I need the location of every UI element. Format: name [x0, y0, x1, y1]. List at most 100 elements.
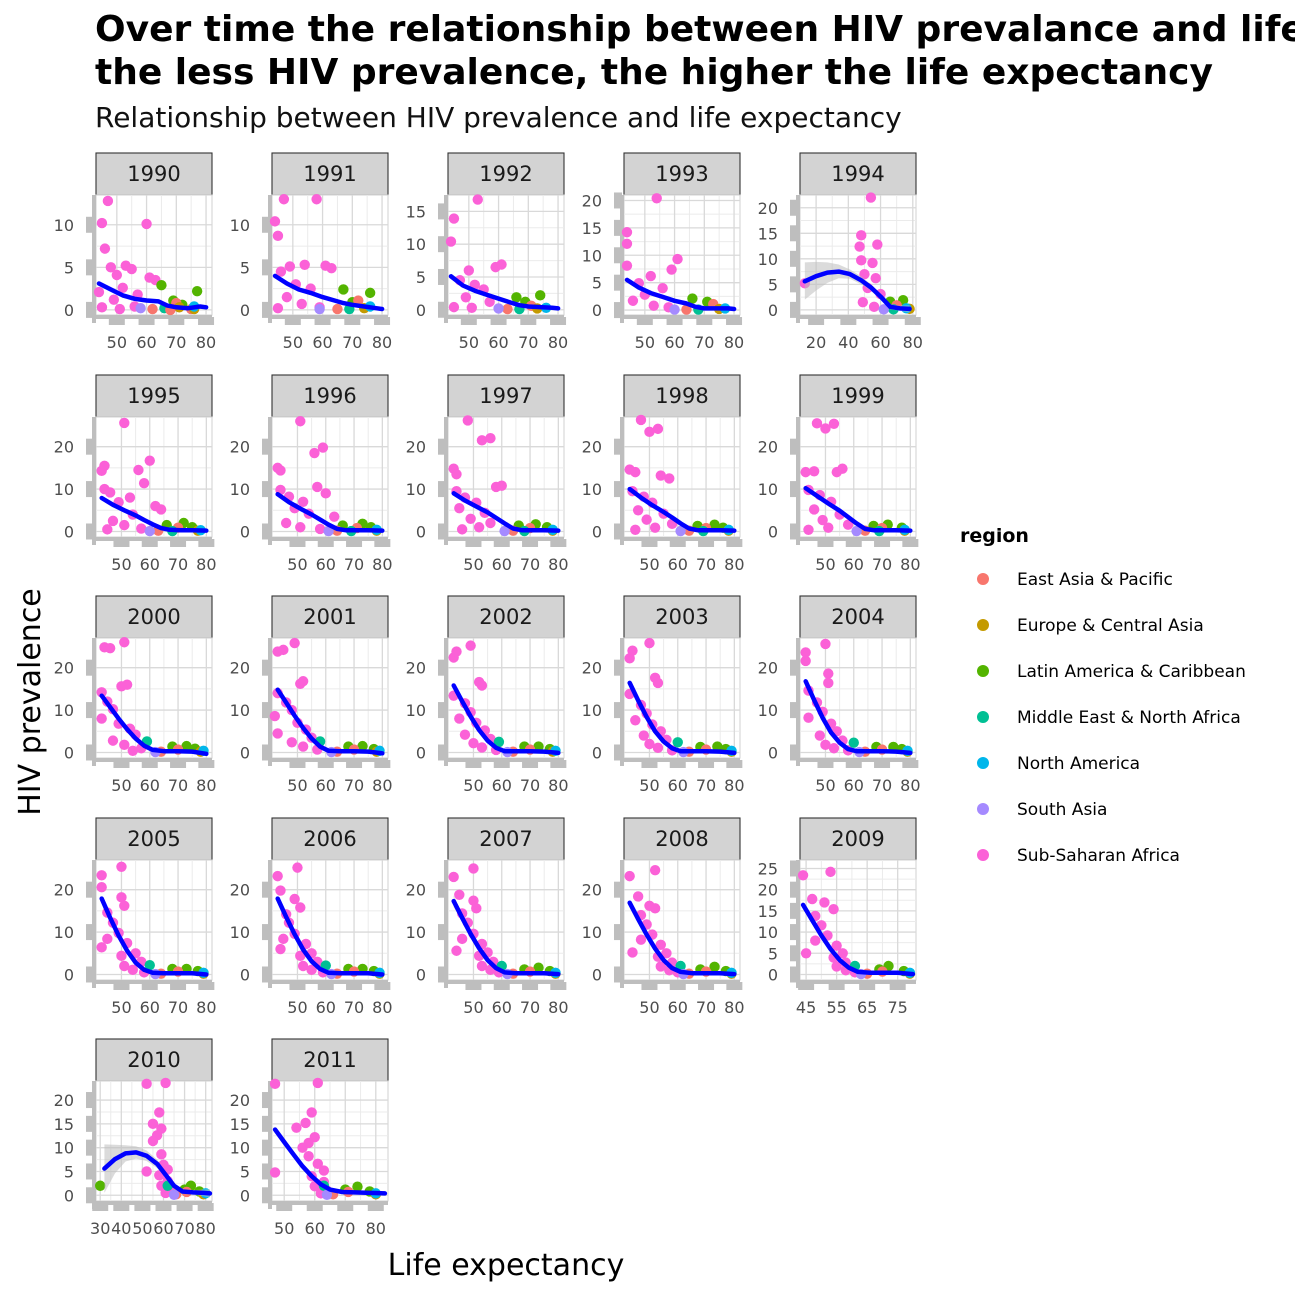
data-point — [712, 741, 723, 752]
legend-key — [977, 803, 989, 815]
x-tick-mark — [669, 982, 686, 990]
x-tick-label: 80 — [903, 333, 923, 352]
y-tick-label: 20 — [230, 659, 250, 678]
data-point — [811, 418, 823, 429]
x-tick-mark — [889, 982, 906, 990]
y-tick-mark — [614, 192, 622, 209]
data-point — [291, 1122, 302, 1133]
data-point — [823, 668, 834, 679]
facet-strip — [271, 817, 389, 861]
x-tick-label: 80 — [900, 776, 920, 795]
data-point — [321, 1189, 333, 1201]
y-tick-label: 25 — [758, 859, 778, 878]
y-tick-label: 0 — [592, 301, 602, 320]
y-tick-label: 20 — [758, 438, 778, 457]
x-tick-mark — [490, 317, 507, 325]
y-tick-label: 20 — [406, 438, 426, 457]
x-tick-label: 80 — [548, 776, 568, 795]
data-point — [627, 295, 639, 306]
data-point — [297, 496, 309, 508]
y-tick-mark — [614, 274, 622, 291]
data-point — [630, 524, 641, 535]
y-tick-label: 10 — [230, 480, 250, 499]
data-point — [652, 423, 664, 435]
data-point — [144, 455, 155, 466]
x-tick-mark — [317, 982, 334, 990]
x-tick-label: 50 — [459, 333, 479, 352]
x-tick-label: 80 — [372, 555, 392, 574]
data-point — [136, 523, 147, 534]
data-point — [107, 735, 119, 746]
x-tick-mark — [168, 317, 185, 325]
data-point — [651, 193, 662, 204]
data-point — [114, 303, 125, 315]
facet-panel-1996: 1996 0 10 20 50 60 70 80 — [230, 374, 393, 574]
y-tick-mark — [438, 438, 446, 455]
y-tick-label: 5 — [592, 274, 602, 293]
y-tick-mark — [614, 702, 622, 719]
x-tick-mark — [520, 317, 537, 325]
data-point — [108, 294, 120, 305]
data-point — [645, 270, 656, 282]
x-tick-label: 50 — [111, 776, 131, 795]
x-tick-label: 80 — [372, 998, 392, 1017]
x-tick-label: 70 — [166, 333, 186, 352]
x-tick-mark — [726, 982, 743, 990]
data-point — [96, 713, 107, 724]
data-point — [456, 933, 468, 945]
x-tick-label: 45 — [796, 998, 816, 1017]
x-tick-label: 50 — [463, 776, 483, 795]
data-point — [275, 465, 286, 476]
x-tick-mark — [374, 317, 391, 325]
facet-strip — [271, 374, 389, 418]
y-tick-label: 15 — [758, 902, 778, 921]
x-tick-label: 60 — [664, 333, 684, 352]
x-tick-label: 80 — [196, 555, 216, 574]
data-point — [451, 945, 462, 956]
legend-label: Sub-Saharan Africa — [1017, 846, 1180, 866]
y-tick-mark — [614, 966, 622, 983]
facet-strip — [271, 1038, 389, 1082]
y-tick-mark — [614, 659, 622, 676]
data-point — [632, 891, 644, 902]
data-point — [621, 260, 633, 271]
panel-background — [799, 416, 917, 538]
data-point — [318, 1165, 330, 1176]
data-point — [496, 480, 507, 491]
data-point — [463, 265, 475, 276]
data-point — [278, 644, 289, 656]
data-point — [281, 291, 293, 303]
data-point — [119, 960, 130, 972]
x-tick-label: 60 — [316, 998, 336, 1017]
facet-strip-label: 1990 — [127, 162, 180, 186]
y-tick-label: 5 — [240, 258, 250, 277]
y-tick-mark — [614, 438, 622, 455]
data-point — [842, 519, 854, 530]
y-tick-mark — [262, 1092, 270, 1109]
facet-strip-label: 2003 — [655, 605, 708, 629]
y-tick-label: 10 — [54, 701, 74, 720]
x-tick-mark — [522, 539, 539, 547]
smooth-line — [803, 485, 913, 533]
y-tick-label: 10 — [230, 923, 250, 942]
data-point — [102, 195, 114, 207]
data-point — [135, 302, 146, 314]
y-tick-label: 5 — [64, 258, 74, 277]
data-point — [299, 259, 310, 270]
data-point — [476, 742, 488, 753]
facet-strip — [623, 595, 741, 639]
data-point — [831, 961, 842, 972]
x-tick-label: 80 — [548, 333, 568, 352]
x-tick-mark — [141, 982, 158, 990]
x-tick-mark — [522, 760, 539, 768]
facet-panel-1993: 1993 0 5 10 15 20 50 60 70 80 — [582, 152, 744, 352]
data-point — [814, 730, 826, 741]
x-tick-mark — [817, 539, 834, 547]
y-tick-label: 20 — [582, 438, 602, 457]
facet-strip-label: 1995 — [127, 384, 180, 408]
data-point — [872, 239, 883, 250]
data-point — [627, 947, 638, 958]
data-point — [649, 522, 661, 533]
x-tick-label: 50 — [639, 555, 659, 574]
x-tick-label: 80 — [196, 333, 216, 352]
